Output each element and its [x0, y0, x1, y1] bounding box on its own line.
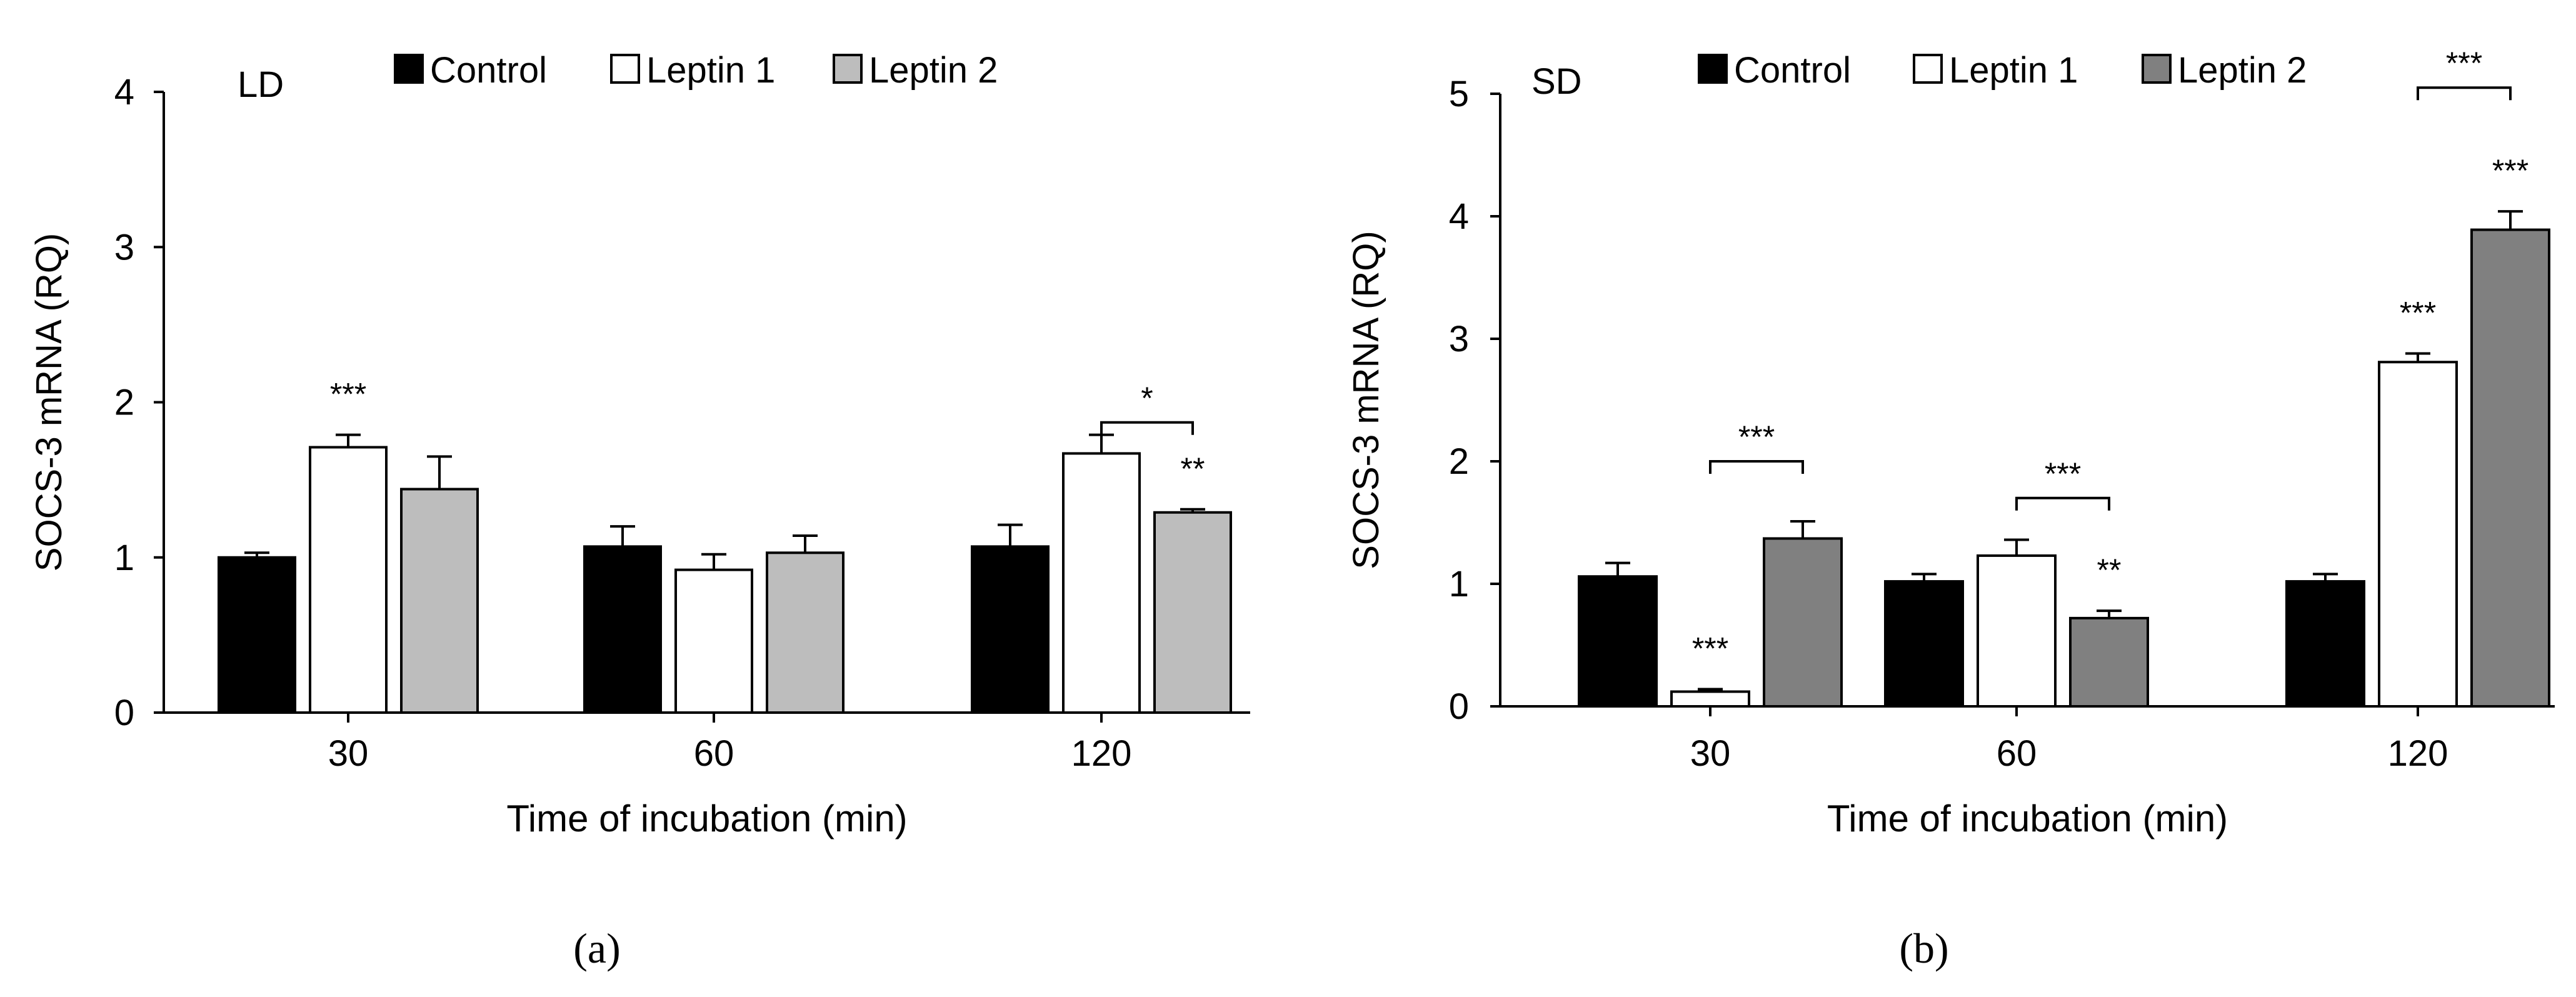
significance-mark: **	[1181, 451, 1205, 486]
significance-bracket	[2417, 86, 2512, 101]
x-tick-label: 60	[1997, 733, 2037, 774]
bracket-mark: *	[1141, 381, 1153, 416]
legend-swatch	[833, 54, 863, 84]
bar	[2378, 361, 2458, 708]
significance-bracket	[2015, 496, 2110, 511]
bar	[766, 551, 844, 714]
bar	[2285, 580, 2365, 708]
legend-swatch	[2142, 54, 2172, 84]
x-axis-title: Time of incubation (min)	[1827, 798, 2228, 839]
bar	[1763, 537, 1843, 708]
significance-bracket	[1709, 460, 1804, 474]
legend-swatch	[394, 54, 424, 84]
bar	[400, 488, 479, 714]
bar	[218, 556, 296, 714]
y-tick-label: 0	[1449, 686, 1469, 727]
y-tick-label: 4	[1449, 196, 1469, 237]
bar	[1062, 452, 1141, 714]
legend-swatch	[1913, 54, 1943, 84]
y-tick-label: 1	[114, 538, 134, 578]
legend-swatch	[610, 54, 640, 84]
bar	[1884, 580, 1964, 708]
bar	[583, 545, 662, 714]
x-tick-label: 120	[2388, 733, 2448, 774]
bar	[971, 545, 1050, 714]
bar	[674, 568, 753, 714]
significance-mark: **	[2097, 553, 2122, 588]
bar	[1153, 511, 1232, 714]
x-axis-title: Time of incubation (min)	[506, 798, 907, 839]
y-tick-label: 3	[114, 227, 134, 268]
bracket-mark: ***	[2045, 456, 2081, 491]
significance-bracket	[1100, 421, 1194, 435]
significance-mark: ***	[1692, 631, 1728, 666]
bar	[2069, 616, 2149, 708]
bar	[2470, 228, 2550, 708]
legend-label: Control	[430, 50, 547, 91]
y-axis-title: SOCS-3 mRNA (RQ)	[1346, 231, 1386, 569]
y-tick-label: 5	[1449, 74, 1469, 114]
significance-mark: ***	[330, 377, 366, 412]
y-tick-label: 2	[1449, 441, 1469, 482]
bracket-mark: ***	[2446, 46, 2482, 81]
y-tick-label: 1	[1449, 564, 1469, 604]
y-tick-label: 4	[114, 72, 134, 113]
bar	[1578, 575, 1658, 708]
bar	[309, 446, 388, 714]
significance-mark: ***	[2400, 296, 2436, 331]
y-tick-label: 0	[114, 693, 134, 733]
bracket-mark: ***	[1738, 419, 1775, 454]
bar	[1670, 690, 1750, 708]
legend-label: Leptin 1	[1949, 50, 2078, 91]
y-axis-title: SOCS-3 mRNA (RQ)	[29, 233, 69, 571]
legend-label: Leptin 1	[646, 50, 775, 91]
bar	[1977, 554, 2057, 708]
x-tick-label: 30	[1690, 733, 1731, 774]
x-tick-label: 30	[328, 733, 369, 774]
y-tick-label: 3	[1449, 319, 1469, 359]
significance-mark: ***	[2492, 153, 2528, 188]
legend-swatch	[1698, 54, 1728, 84]
y-tick-label: 2	[114, 383, 134, 423]
panel-condition-label: LD	[238, 64, 284, 105]
panel-caption: (a)	[573, 924, 620, 972]
panel-caption: (b)	[1899, 924, 1948, 972]
panel-condition-label: SD	[1531, 61, 1582, 102]
x-tick-label: 60	[694, 733, 734, 774]
legend-label: Leptin 2	[869, 50, 998, 91]
legend-label: Control	[1734, 50, 1851, 91]
legend-label: Leptin 2	[2178, 50, 2307, 91]
x-tick-label: 120	[1071, 733, 1132, 774]
